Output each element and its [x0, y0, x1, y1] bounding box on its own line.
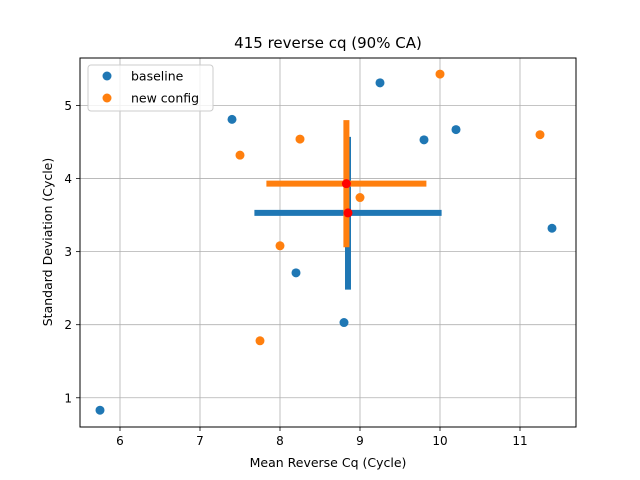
- legend-box: [87, 64, 214, 112]
- data-point: [535, 130, 545, 140]
- x-axis-ticks: 6 7 8 9 10 11: [116, 427, 528, 448]
- x-tick-label: 8: [276, 434, 284, 448]
- legend-marker: [102, 71, 112, 81]
- x-tick-label: 10: [432, 434, 447, 448]
- y-axis-ticks: 1 2 3 4 5: [64, 99, 80, 405]
- legend: baseline new config: [87, 64, 214, 112]
- data-point: [275, 241, 285, 251]
- data-point: [419, 135, 429, 145]
- x-axis-label: Mean Reverse Cq (Cycle): [250, 455, 407, 470]
- legend-label: new config: [131, 91, 199, 106]
- data-point: [547, 223, 557, 233]
- data-point: [255, 336, 265, 346]
- y-tick-label: 1: [64, 391, 72, 405]
- center-markers: [341, 179, 353, 218]
- y-tick-label: 3: [64, 245, 72, 259]
- data-point: [355, 193, 365, 203]
- center-marker: [341, 179, 351, 189]
- data-point: [339, 318, 349, 328]
- center-marker: [343, 208, 353, 218]
- data-point: [291, 268, 301, 278]
- data-point: [227, 114, 237, 124]
- x-tick-label: 7: [196, 434, 204, 448]
- chart-title: 415 reverse cq (90% CA): [234, 34, 422, 52]
- data-point: [295, 134, 305, 144]
- data-point: [435, 69, 445, 79]
- legend-marker: [102, 93, 112, 103]
- y-tick-label: 4: [64, 172, 72, 186]
- x-tick-label: 6: [116, 434, 124, 448]
- plot-frame: [79, 57, 577, 428]
- x-tick-label: 11: [512, 434, 527, 448]
- data-point: [451, 125, 461, 135]
- data-points: [95, 69, 557, 415]
- y-axis-label: Standard Deviation (Cycle): [40, 158, 55, 327]
- data-point: [95, 405, 105, 415]
- y-tick-label: 5: [64, 99, 72, 113]
- data-point: [235, 150, 245, 160]
- legend-label: baseline: [131, 69, 184, 84]
- x-tick-label: 9: [356, 434, 364, 448]
- data-point: [375, 78, 385, 88]
- y-tick-label: 2: [64, 318, 72, 332]
